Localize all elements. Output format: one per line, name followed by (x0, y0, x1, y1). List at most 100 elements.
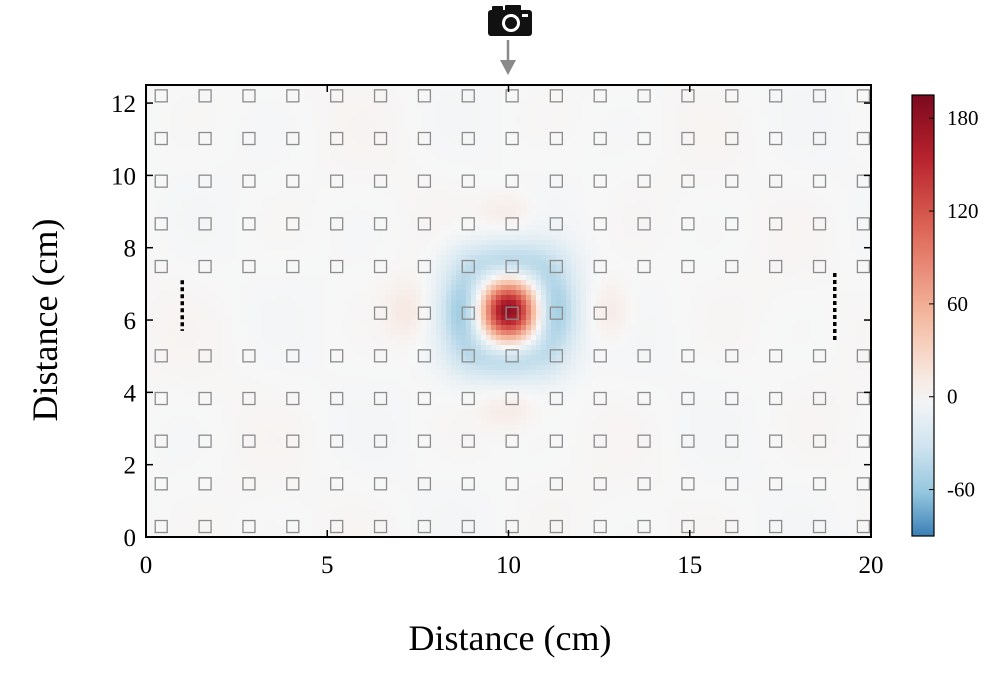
heatmap-cell (416, 115, 422, 121)
heatmap-cell (226, 230, 232, 236)
heatmap-cell (276, 120, 282, 126)
heatmap-cell (781, 125, 787, 131)
heatmap-cell (496, 225, 502, 231)
heatmap-cell (571, 180, 577, 186)
heatmap-cell (571, 240, 577, 246)
heatmap-cell (246, 230, 252, 236)
heatmap-cell (671, 145, 677, 151)
heatmap-cell (691, 85, 697, 91)
heatmap-cell (721, 120, 727, 126)
heatmap-cell (666, 130, 672, 136)
heatmap-cell (706, 205, 712, 211)
heatmap-cell (601, 100, 607, 106)
heatmap-cell (556, 150, 562, 156)
heatmap-cell (416, 245, 422, 251)
heatmap-cell (846, 210, 852, 216)
heatmap-cell (651, 190, 657, 196)
heatmap-cell (786, 250, 792, 256)
heatmap-cell (291, 240, 297, 246)
heatmap-cell (376, 95, 382, 101)
heatmap-cell (636, 195, 642, 201)
heatmap-cell (236, 145, 242, 151)
heatmap-cell (176, 160, 182, 166)
heatmap-cell (171, 105, 177, 111)
heatmap-cell (691, 245, 697, 251)
heatmap-cell (376, 230, 382, 236)
heatmap-cell (171, 135, 177, 141)
heatmap-cell (446, 130, 452, 136)
heatmap-cell (736, 190, 742, 196)
heatmap-cell (726, 180, 732, 186)
heatmap-cell (271, 175, 277, 181)
heatmap-cell (836, 170, 842, 176)
heatmap-cell (356, 155, 362, 161)
heatmap-cell (311, 250, 317, 256)
heatmap-cell (706, 190, 712, 196)
heatmap-cell (401, 125, 407, 131)
heatmap-cell (551, 250, 557, 256)
heatmap-cell (431, 185, 437, 191)
heatmap-cell (661, 110, 667, 116)
heatmap-cell (481, 200, 487, 206)
heatmap-cell (536, 140, 542, 146)
heatmap-cell (631, 155, 637, 161)
heatmap-cell (386, 115, 392, 121)
heatmap-cell (726, 145, 732, 151)
heatmap-cell (561, 130, 567, 136)
heatmap-cell (831, 220, 837, 226)
heatmap-cell (596, 95, 602, 101)
heatmap-cell (741, 245, 747, 251)
heatmap-cell (726, 105, 732, 111)
heatmap-cell (846, 125, 852, 131)
heatmap-cell (806, 210, 812, 216)
heatmap-cell (846, 130, 852, 136)
heatmap-cell (656, 230, 662, 236)
heatmap-cell (616, 95, 622, 101)
heatmap-cell (226, 190, 232, 196)
heatmap-cell (346, 170, 352, 176)
heatmap-cell (746, 130, 752, 136)
heatmap-cell (581, 195, 587, 201)
heatmap-cell (556, 145, 562, 151)
heatmap-cell (376, 115, 382, 121)
heatmap-cell (676, 185, 682, 191)
heatmap-cell (286, 160, 292, 166)
heatmap-cell (581, 135, 587, 141)
heatmap-cell (721, 135, 727, 141)
heatmap-cell (841, 200, 847, 206)
heatmap-cell (471, 115, 477, 121)
heatmap-cell (681, 150, 687, 156)
heatmap-cell (816, 210, 822, 216)
heatmap-cell (751, 150, 757, 156)
heatmap-cell (776, 85, 782, 91)
heatmap-cell (686, 200, 692, 206)
heatmap-cell (696, 120, 702, 126)
heatmap-cell (451, 230, 457, 236)
heatmap-cell (356, 230, 362, 236)
heatmap-cell (361, 255, 367, 261)
heatmap-cell (431, 85, 437, 91)
heatmap-cell (581, 120, 587, 126)
heatmap-cell (841, 235, 847, 241)
heatmap-cell (676, 180, 682, 186)
heatmap-cell (826, 95, 832, 101)
heatmap-cell (341, 220, 347, 226)
heatmap-cell (796, 90, 802, 96)
heatmap-cell (326, 155, 332, 161)
heatmap-cell (391, 110, 397, 116)
heatmap-cell (366, 160, 372, 166)
heatmap-cell (306, 175, 312, 181)
heatmap-cell (551, 165, 557, 171)
heatmap-cell (161, 245, 167, 251)
heatmap-cell (476, 125, 482, 131)
heatmap-cell (311, 230, 317, 236)
heatmap-cell (181, 195, 187, 201)
heatmap-cell (591, 105, 597, 111)
heatmap-cell (181, 245, 187, 251)
heatmap-cell (486, 175, 492, 181)
heatmap-cell (496, 240, 502, 246)
heatmap-cell (796, 245, 802, 251)
heatmap-cell (776, 190, 782, 196)
heatmap-cell (861, 235, 867, 241)
heatmap-cell (371, 165, 377, 171)
